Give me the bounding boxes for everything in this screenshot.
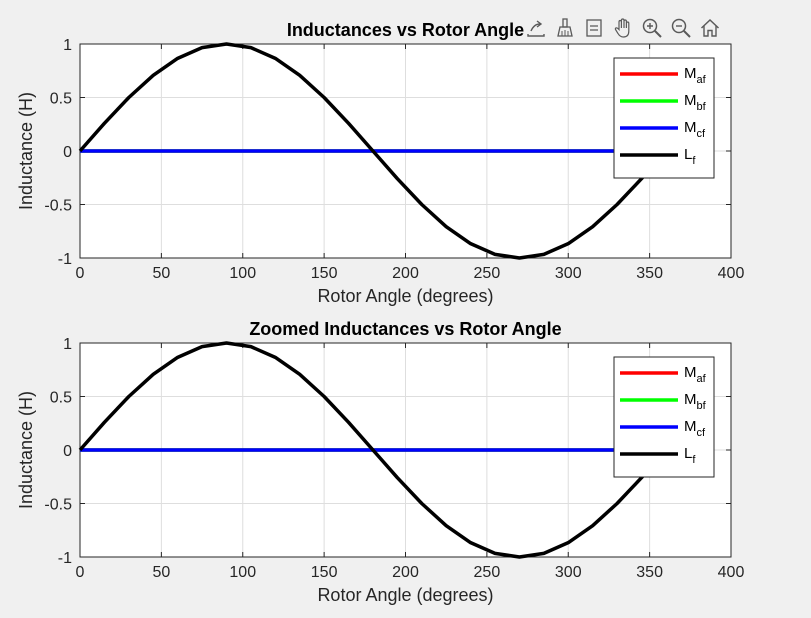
chart2-x-tick-label: 250 — [474, 564, 501, 581]
chart2-title: Zoomed Inductances vs Rotor Angle — [249, 319, 561, 339]
chart1-x-tick-label: 350 — [636, 265, 663, 282]
chart2-x-tick-label: 350 — [636, 564, 663, 581]
chart1-axes: 0 50 100 150 200 250 300 350 400 1 0.5 0 -0.5 -1 Induc… — [16, 20, 744, 306]
chart1-title: Inductances vs Rotor Angle — [287, 20, 524, 40]
axes-toolbar — [522, 14, 724, 42]
chart2-x-tick-label: 100 — [229, 564, 256, 581]
chart1-x-tick-label: 0 — [76, 265, 85, 282]
zoom-in-icon — [642, 18, 662, 38]
chart1-x-tick-label: 300 — [555, 265, 582, 282]
chart1-x-tick-label: 100 — [229, 265, 256, 282]
chart2-x-tick-label: 300 — [555, 564, 582, 581]
chart1-x-tick-label: 50 — [152, 265, 170, 282]
zoom-in-button[interactable] — [638, 14, 666, 42]
brush-icon — [557, 18, 573, 37]
chart1-x-tick-label: 200 — [392, 265, 419, 282]
chart2-y-tick-label: 0 — [63, 443, 72, 460]
chart1-y-tick-label: -1 — [58, 251, 72, 268]
chart2-x-tick-label: 50 — [152, 564, 170, 581]
pan-hand-icon — [614, 18, 630, 38]
chart1-y-tick-label: -0.5 — [44, 198, 72, 215]
chart2-y-tick-label: -0.5 — [44, 497, 72, 514]
chart1-legend-box — [613, 57, 715, 179]
datatip-button[interactable] — [580, 14, 608, 42]
chart1-x-axis-label: Rotor Angle (degrees) — [317, 286, 493, 306]
chart2-x-tick-label: 400 — [718, 564, 745, 581]
chart1-y-axis-label: Inductance (H) — [16, 92, 36, 210]
chart1-x-tick-label: 250 — [474, 265, 501, 282]
pan-button[interactable] — [609, 14, 637, 42]
chart2-x-tick-label: 150 — [311, 564, 338, 581]
chart2-legend-box — [613, 356, 715, 478]
zoom-out-button[interactable] — [667, 14, 695, 42]
export-button[interactable] — [522, 14, 550, 42]
chart2-y-tick-label: -1 — [58, 550, 72, 567]
chart1-x-tick-label: 400 — [718, 265, 745, 282]
export-icon — [527, 20, 545, 37]
chart2-y-tick-label: 1 — [63, 336, 72, 353]
brush-button[interactable] — [551, 14, 579, 42]
chart2-x-tick-label: 200 — [392, 564, 419, 581]
chart1-series-l-f — [78, 42, 668, 260]
chart2-x-tick-label: 0 — [76, 564, 85, 581]
chart2-x-axis-label: Rotor Angle (degrees) — [317, 585, 493, 605]
datatip-icon — [586, 19, 602, 37]
chart1-x-tick-label: 150 — [311, 265, 338, 282]
chart1-y-tick-label: 1 — [63, 37, 72, 54]
chart2-series-l-f — [78, 341, 668, 559]
chart1-y-tick-label: 0.5 — [50, 91, 72, 108]
chart2-y-axis-label: Inductance (H) — [16, 391, 36, 509]
home-icon — [700, 18, 720, 37]
chart1-y-tick-label: 0 — [63, 144, 72, 161]
chart2-axes: 0 50 100 150 200 250 300 350 400 1 0.5 0 -0.5 -1 Zoome… — [16, 319, 744, 605]
zoom-out-icon — [671, 18, 691, 38]
home-button[interactable] — [696, 14, 724, 42]
chart2-y-tick-label: 0.5 — [50, 390, 72, 407]
